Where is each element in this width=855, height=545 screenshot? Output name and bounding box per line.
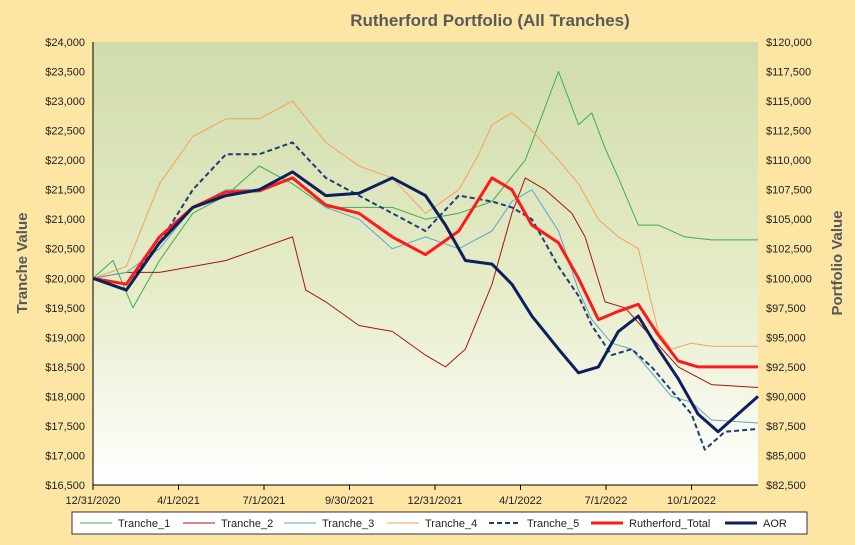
plot-area: [93, 42, 758, 485]
x-tick-label: 7/1/2021: [243, 495, 286, 507]
legend-label: AOR: [763, 518, 787, 530]
y2-tick-label: $92,500: [766, 362, 806, 374]
x-tick-label: 10/1/2022: [667, 495, 716, 507]
y2-tick-label: $107,500: [766, 185, 812, 197]
series-line-tranche-3: [92, 177, 759, 424]
series-line-tranche-4: [92, 100, 758, 350]
y2-tick-label: $100,000: [766, 273, 812, 285]
legend-box: [71, 511, 808, 535]
y-tick-label: $18,000: [45, 391, 85, 403]
legend-label: Tranche_5: [527, 518, 579, 530]
legend: Tranche_1 Tranche_2 Tranche_3 Tranche_4 Tran…: [71, 511, 808, 535]
y-tick-label: $17,500: [45, 421, 85, 433]
y2-tick-label: $87,500: [766, 421, 806, 433]
y-tick-label: $22,500: [45, 126, 85, 138]
y2-tick-label: $115,000: [766, 96, 811, 108]
y-tick-label: $21,500: [45, 185, 85, 197]
y-tick-label: $23,000: [45, 96, 85, 108]
y2-tick-label: $120,000: [766, 37, 812, 49]
legend-label: Tranche_2: [221, 518, 273, 530]
y-tick-label: $20,000: [45, 273, 85, 285]
x-tick-label: 12/31/2021: [407, 495, 462, 507]
x-tick-label: 4/1/2021: [157, 495, 200, 507]
y-axis-title: Tranche Value: [14, 213, 31, 314]
y2-tick-label: $105,000: [766, 214, 812, 226]
y2-tick-label: $90,000: [766, 391, 806, 403]
x-tick-label: 7/1/2022: [585, 495, 628, 507]
y-tick-label: $17,000: [45, 450, 85, 462]
y2-tick-label: $117,500: [766, 67, 811, 79]
y-tick-label: $24,000: [45, 37, 85, 49]
legend-label: Tranche_3: [322, 518, 374, 530]
legend-label: Tranche_4: [425, 518, 477, 530]
legend-label: Rutherford_Total: [629, 518, 710, 530]
y2-tick-label: $97,500: [766, 303, 806, 315]
series-line-rutherford-total: [92, 176, 758, 369]
x-tick-label: 9/30/2021: [325, 495, 374, 507]
x-tick-label: 4/1/2022: [499, 495, 542, 507]
series-line-tranche-2: [92, 177, 759, 388]
y2-tick-label: $112,500: [766, 126, 811, 138]
legend-label: Tranche_1: [118, 518, 170, 530]
series-line-tranche-1: [92, 71, 758, 309]
x-tick-label: 12/31/2020: [65, 495, 120, 507]
chart-title: Rutherford Portfolio (All Tranches): [350, 11, 630, 30]
y2-tick-label: $82,500: [766, 480, 806, 492]
y-tick-label: $22,000: [45, 155, 85, 167]
series-line-tranche-5: [92, 141, 759, 451]
y-tick-label: $19,500: [45, 303, 85, 315]
y2-tick-label: $110,000: [766, 155, 811, 167]
y-tick-label: $23,500: [45, 67, 85, 79]
y2-axis-title: Portfolio Value: [829, 210, 846, 315]
y-tick-label: $19,000: [45, 332, 85, 344]
y2-tick-label: $102,500: [766, 244, 812, 256]
series-lines: [92, 71, 759, 451]
y-tick-label: $18,500: [45, 362, 85, 374]
series-line-aor: [92, 170, 759, 434]
y-tick-label: $20,500: [45, 244, 85, 256]
y-tick-label: $16,500: [45, 480, 85, 492]
axis-ticks: $16,500 $17,000 $17,500 $18,000 $18,500 $19,0…: [45, 37, 812, 507]
y-tick-label: $21,000: [45, 214, 85, 226]
y2-tick-label: $95,000: [766, 332, 806, 344]
y2-tick-label: $85,000: [766, 450, 806, 462]
